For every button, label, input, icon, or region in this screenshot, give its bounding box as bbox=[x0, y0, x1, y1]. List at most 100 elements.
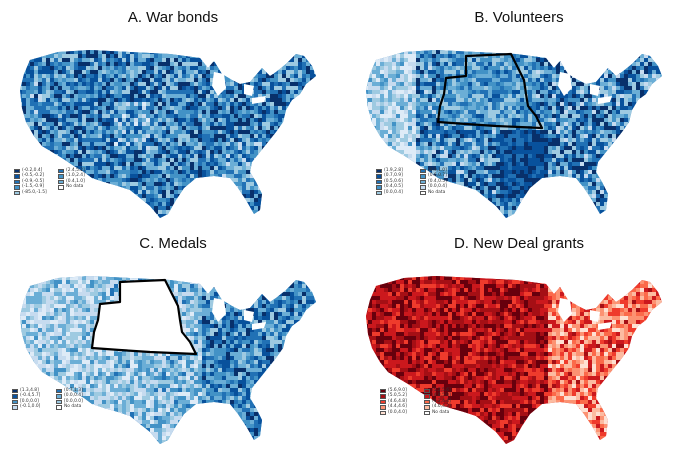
legend-column: (-0.2,0.4] (-0.5,-0.2] (-0.9,-0.5] (-1.5,-0… bbox=[14, 168, 47, 196]
panel-title-war-bonds: A. War bonds bbox=[127, 9, 219, 26]
legend-column: (5.2,5.6] (4.8,5.0] (4.2,4.4] (4.0,4.2] No d… bbox=[424, 388, 451, 416]
legend-swatch bbox=[424, 410, 430, 416]
legend-item: (5.6,9.0] bbox=[380, 388, 407, 394]
legend-label: (-0.4,5.7] bbox=[20, 393, 41, 399]
legend-label: (-0.1,0.0] bbox=[20, 404, 41, 410]
legend-volunteers: (1.9,2.8] (0.7,0.9] (0.5,0.6] (0.4,0.5] [0.0… bbox=[376, 168, 486, 208]
legend-label: (-1.5,-0.9] bbox=[22, 184, 44, 190]
lake-shape bbox=[212, 72, 226, 96]
legend-item: (0.4,0.5] bbox=[420, 179, 447, 185]
legend-column: (5.6,9.0] (5.0,5.2] (4.6,4.8] (4.4,4.6] (0.0… bbox=[380, 388, 407, 416]
legend-item: (0.4,1.0] bbox=[58, 179, 85, 185]
legend-item: (-1.5,-0.9] bbox=[14, 184, 47, 191]
legend-swatch bbox=[58, 179, 64, 185]
lake-shape bbox=[244, 310, 254, 322]
legend-swatch bbox=[380, 399, 386, 405]
legend-column: (2.4,5.2] (1.0,2.4] (0.4,1.0] No data bbox=[58, 168, 85, 190]
legend-swatch bbox=[58, 168, 64, 173]
legend-item: (-0.4,5.7] bbox=[12, 393, 41, 400]
legend-label: No data bbox=[432, 409, 450, 415]
legend-label: No data bbox=[64, 404, 82, 410]
legend-item: (-0.9,-0.5] bbox=[14, 179, 47, 185]
legend-label: (4.4,4.6] bbox=[388, 404, 407, 410]
legend-swatch bbox=[424, 405, 430, 410]
legend-swatch bbox=[14, 174, 20, 179]
lake-shape bbox=[252, 322, 266, 330]
legend-swatch bbox=[376, 190, 382, 196]
legend-swatch bbox=[14, 168, 20, 173]
lake-shape bbox=[558, 72, 572, 96]
legend-swatch bbox=[424, 394, 430, 399]
legend-swatch bbox=[12, 405, 18, 410]
lake-shape bbox=[574, 294, 592, 304]
legend-item: (0.0,4.0] bbox=[380, 410, 407, 416]
legend-label: (0.5,0.6] bbox=[384, 178, 403, 184]
lake-shape bbox=[228, 294, 246, 304]
map-war-bonds bbox=[20, 50, 316, 218]
legend-swatch bbox=[56, 388, 62, 393]
legend-label: (-0.5,-0.2] bbox=[22, 173, 44, 179]
legend-label: (1.9,2.8] bbox=[384, 167, 403, 173]
legend-item: [0.0,0.0] bbox=[12, 399, 40, 405]
legend-label: [0.0,0.4] bbox=[384, 189, 403, 195]
lake-shape bbox=[212, 298, 226, 322]
legend-label: (5.6,9.0] bbox=[388, 387, 407, 393]
panel-volunteers: B. Volunteers (1.9,2.8] (0.7,0.9] (0.5,0.6… bbox=[346, 0, 692, 226]
legend-swatch bbox=[420, 168, 426, 173]
legend-label: (0.0,0.4] bbox=[64, 393, 83, 399]
legend-label: (5.0,5.2] bbox=[388, 393, 407, 399]
legend-label: (5.2,5.6] bbox=[432, 387, 451, 393]
legend-label: (4.0,4.2] bbox=[432, 404, 451, 410]
legend-item: (4.4,4.6] bbox=[380, 404, 407, 411]
legend-swatch bbox=[424, 399, 430, 405]
legend-swatch bbox=[380, 410, 386, 416]
legend-label: [0.0,0.0] bbox=[20, 398, 39, 404]
legend-label: (4.8,5.0] bbox=[432, 393, 451, 399]
legend-label: (0.0,0.4] bbox=[428, 184, 447, 190]
map-volunteers bbox=[366, 50, 662, 218]
legend-item: (0.0,0.4] bbox=[420, 184, 447, 191]
legend-item: (4.2,4.4] bbox=[424, 399, 451, 405]
legend-label: (-0.9,-0.5] bbox=[22, 178, 44, 184]
legend-swatch bbox=[380, 405, 386, 410]
legend-item: (0.5,0.6] bbox=[376, 179, 403, 185]
legend-item: (-0.5,-0.2] bbox=[14, 173, 47, 180]
legend-column: (1.9,2.8] (0.7,0.9] (0.5,0.6] (0.4,0.5] [0.0… bbox=[376, 168, 403, 196]
legend-item: (-0.1,0.0] bbox=[12, 404, 41, 411]
legend-label: No data bbox=[428, 189, 446, 195]
legend-column: (0.7,1.3] (0.0,0.4] [0.0,0.0] No data bbox=[56, 388, 83, 410]
legend-label: (0.0,4.0] bbox=[388, 409, 407, 415]
legend-medals: (1.3,4.8] (-0.4,5.7] [0.0,0.0] (-0.1,0.0] (0… bbox=[12, 388, 122, 428]
map-medals bbox=[20, 276, 316, 444]
legend-label: (-0.2,0.4] bbox=[22, 167, 43, 173]
legend-label: (1.3,4.8] bbox=[20, 387, 39, 393]
legend-swatch bbox=[12, 394, 18, 399]
legend-label: (4.2,4.4] bbox=[432, 398, 451, 404]
legend-column: (1.3,4.8] (-0.4,5.7] [0.0,0.0] (-0.1,0.0] bbox=[12, 388, 40, 410]
lake-shape bbox=[574, 68, 592, 78]
legend-label: (0.4,1.0] bbox=[66, 178, 85, 184]
panel-war-bonds: A. War bonds (-0.2,0.4] (-0.5,-0.2] (-0.9,… bbox=[0, 0, 346, 226]
legend-item: (-85.0,-1.5] bbox=[14, 190, 47, 196]
legend-item: (1.9,2.8] bbox=[376, 168, 403, 174]
legend-swatch bbox=[14, 185, 20, 190]
lake-shape bbox=[598, 96, 612, 104]
lake-shape bbox=[252, 96, 266, 104]
legend-item: (5.2,5.6] bbox=[424, 388, 451, 394]
legend-label: (-85.0,-1.5] bbox=[22, 189, 47, 195]
legend-swatch bbox=[420, 174, 426, 179]
legend-item: (2.4,5.2] bbox=[58, 168, 85, 174]
legend-item: No data bbox=[424, 410, 451, 416]
legend-new-deal-grants: (5.6,9.0] (5.0,5.2] (4.6,4.8] (4.4,4.6] (0.0… bbox=[380, 388, 490, 428]
legend-swatch bbox=[58, 174, 64, 179]
legend-item: (0.4,0.5] bbox=[376, 184, 403, 191]
legend-item: (-0.2,0.4] bbox=[14, 168, 47, 174]
legend-swatch bbox=[376, 168, 382, 173]
legend-item: (0.7,0.9] bbox=[376, 173, 403, 180]
legend-label: (0.7,1.3] bbox=[64, 387, 83, 393]
legend-war-bonds: (-0.2,0.4] (-0.5,-0.2] (-0.9,-0.5] (-1.5,-0… bbox=[14, 168, 124, 208]
legend-label: (0.9,1.0] bbox=[428, 167, 447, 173]
legend-swatch bbox=[14, 179, 20, 185]
panel-title-medals: C. Medals bbox=[139, 235, 207, 252]
legend-swatch bbox=[420, 185, 426, 190]
